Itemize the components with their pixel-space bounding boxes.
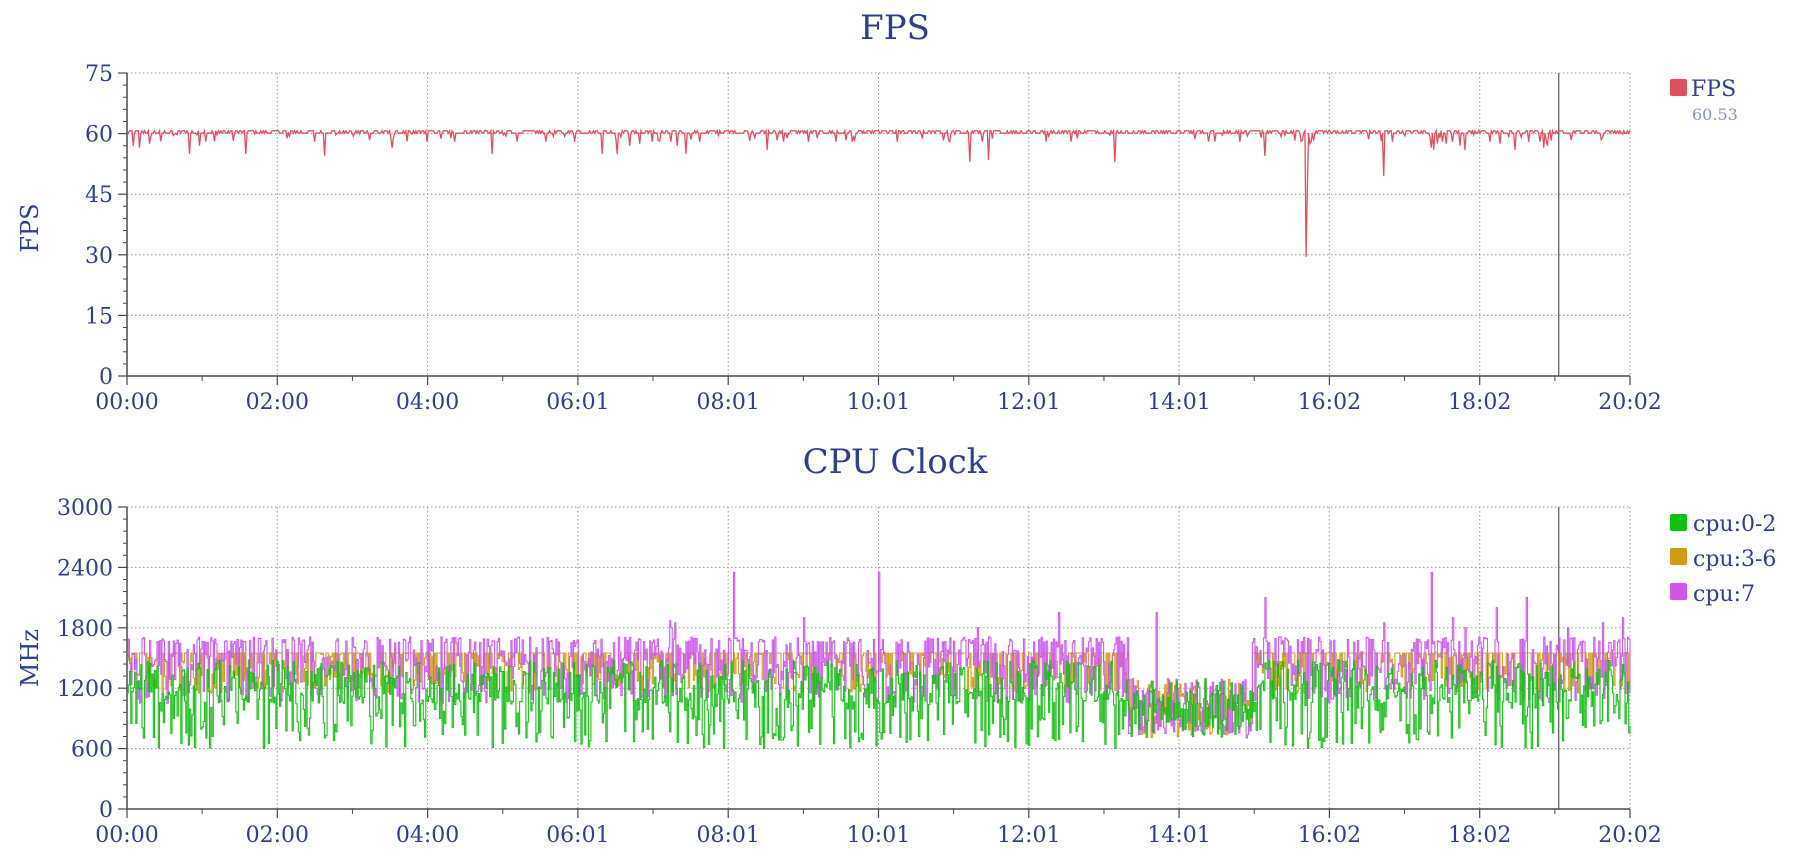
x-tick-label: 02:00	[246, 390, 309, 415]
x-tick-label: 12:01	[997, 390, 1060, 415]
x-tick-label: 10:01	[847, 390, 910, 415]
y-tick-label: 1800	[57, 617, 113, 642]
y-tick-label: 2400	[57, 556, 113, 581]
fps-legend[interactable]: FPS 60.53	[1670, 77, 1738, 124]
x-tick-label: 16:02	[1298, 390, 1361, 415]
cpu-grid	[127, 506, 1631, 809]
fps-y-ticks: 0 15 30 45 60 75	[85, 62, 113, 390]
x-tick-label: 18:02	[1448, 823, 1511, 848]
cpu-plot-area	[127, 571, 1631, 750]
fps-axes	[118, 72, 1631, 385]
fps-legend-swatch	[1670, 79, 1687, 96]
x-tick-label: 20:02	[1598, 823, 1661, 848]
y-tick-label: 60	[85, 123, 113, 148]
x-tick-label: 00:00	[95, 390, 158, 415]
cpu-3-6-legend-swatch	[1670, 548, 1687, 565]
cpu-0-2-series-line	[127, 659, 1631, 750]
cpu-legend-item-0-2[interactable]: cpu:0-2	[1670, 512, 1776, 537]
cpu-0-2-legend-label: cpu:0-2	[1693, 512, 1776, 537]
y-tick-label: 75	[85, 62, 113, 87]
x-tick-label: 20:02	[1598, 390, 1661, 415]
cpu-7-legend-label: cpu:7	[1693, 582, 1755, 607]
fps-chart: FPS FPS 0 15 30 45 60 75 00:00 02:00 04:00 06:01…	[16, 8, 1738, 415]
x-tick-label: 00:00	[95, 823, 158, 848]
cpu-3-6-legend-label: cpu:3-6	[1693, 547, 1776, 572]
cpu-y-ticks: 0 600 1200 1800 2400 3000	[57, 496, 113, 823]
x-tick-label: 18:02	[1448, 390, 1511, 415]
y-tick-label: 45	[85, 183, 113, 208]
x-tick-label: 02:00	[246, 823, 309, 848]
cpu-chart-title: CPU Clock	[803, 442, 988, 482]
cpu-0-2-legend-swatch	[1670, 514, 1687, 531]
x-tick-label: 12:01	[997, 823, 1060, 848]
y-tick-label: 3000	[57, 496, 113, 521]
x-tick-label: 04:00	[396, 823, 459, 848]
cpu-7-legend-swatch	[1670, 583, 1687, 600]
y-tick-label: 1200	[57, 677, 113, 702]
x-tick-label: 08:01	[696, 390, 759, 415]
x-tick-label: 10:01	[847, 823, 910, 848]
x-tick-label: 06:01	[546, 823, 609, 848]
fps-series-line	[126, 128, 1631, 257]
fps-legend-label: FPS	[1691, 77, 1736, 102]
y-tick-label: 30	[85, 244, 113, 269]
fps-y-axis-label: FPS	[16, 203, 44, 252]
cpu-legend-item-3-6[interactable]: cpu:3-6	[1670, 547, 1776, 572]
y-tick-label: 0	[99, 798, 113, 823]
x-tick-label: 14:01	[1147, 390, 1210, 415]
fps-legend-value: 60.53	[1692, 105, 1738, 124]
y-tick-label: 600	[71, 738, 113, 763]
cpu-legend[interactable]: cpu:0-2 cpu:3-6 cpu:7	[1670, 512, 1776, 607]
cpu-clock-chart: CPU Clock MHz 0 600 1200 1800 2400 3000 00:00…	[16, 442, 1776, 848]
cpu-7-series-line	[127, 571, 1631, 739]
y-tick-label: 15	[85, 304, 113, 329]
cpu-legend-item-7[interactable]: cpu:7	[1670, 582, 1755, 607]
x-tick-label: 08:01	[696, 823, 759, 848]
y-tick-label: 0	[99, 365, 113, 390]
x-tick-label: 04:00	[396, 390, 459, 415]
fps-plot-area	[126, 128, 1631, 257]
cpu-x-ticks: 00:00 02:00 04:00 06:01 08:01 10:01 12:01 14:01…	[95, 823, 1661, 848]
fps-chart-title: FPS	[860, 8, 930, 48]
x-tick-label: 16:02	[1298, 823, 1361, 848]
fps-grid	[127, 72, 1631, 376]
fps-x-ticks: 00:00 02:00 04:00 06:01 08:01 10:01 12:01 14:01…	[95, 390, 1661, 415]
cpu-y-axis-label: MHz	[16, 629, 44, 687]
x-tick-label: 14:01	[1147, 823, 1210, 848]
x-tick-label: 06:01	[546, 390, 609, 415]
